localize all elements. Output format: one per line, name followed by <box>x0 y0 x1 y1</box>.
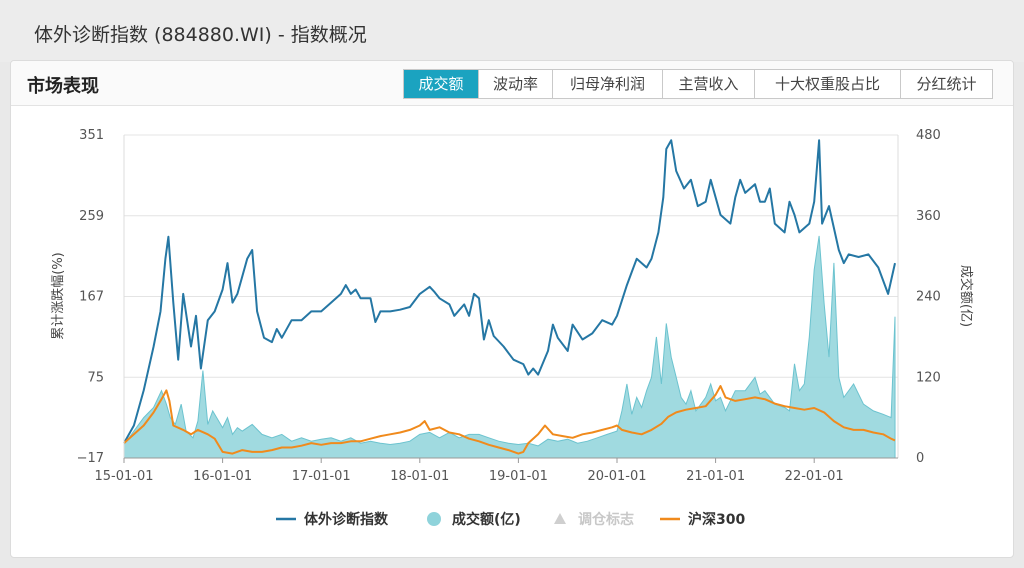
tab-main-revenue[interactable]: 主营收入 <box>662 70 754 98</box>
section-title: 市场表现 <box>27 76 99 97</box>
legend-marker-circle <box>427 512 441 526</box>
legend-label: 沪深300 <box>688 511 745 528</box>
metric-tabs: 成交额 波动率 归母净利润 主营收入 十大权重股占比 分红统计 <box>403 69 993 99</box>
plot-area <box>123 139 896 459</box>
page-header: 体外诊断指数 (884880.WI) - 指数概况 <box>0 0 1024 62</box>
y2-tick-label: 360 <box>916 209 941 224</box>
x-tick-label: 21-01-01 <box>686 469 745 484</box>
x-tick-label: 15-01-01 <box>94 469 153 484</box>
series-line-hs300 <box>123 385 896 455</box>
x-tick-label: 19-01-01 <box>489 469 548 484</box>
legend-marker-triangle <box>554 513 566 524</box>
tab-volatility[interactable]: 波动率 <box>478 70 552 98</box>
tab-top10-weight[interactable]: 十大权重股占比 <box>754 70 900 98</box>
y-tick-label: −17 <box>77 451 104 466</box>
x-tick-label: 20-01-01 <box>587 469 646 484</box>
legend-label: 体外诊断指数 <box>304 511 389 528</box>
legend: 体外诊断指数 成交额(亿) 调仓标志 沪深300 <box>276 511 745 528</box>
x-tick-label: 17-01-01 <box>292 469 351 484</box>
y-axis-label: 累计涨跌幅(%) <box>50 252 66 340</box>
y2-tick-label: 0 <box>916 451 924 466</box>
market-performance-card: 市场表现 成交额 波动率 归母净利润 主营收入 十大权重股占比 分红统计 <box>10 60 1014 558</box>
card-header: 市场表现 成交额 波动率 归母净利润 主营收入 十大权重股占比 分红统计 <box>11 61 1013 106</box>
y2-tick-label: 240 <box>916 290 941 305</box>
legend-label: 调仓标志 <box>578 511 634 528</box>
y-tick-label: 75 <box>87 370 104 385</box>
page-title: 体外诊断指数 (884880.WI) - 指数概况 <box>34 24 367 46</box>
tab-dividend[interactable]: 分红统计 <box>900 70 992 98</box>
x-tick-label: 16-01-01 <box>193 469 252 484</box>
series-line-index <box>123 139 896 444</box>
y-tick-label: 167 <box>79 290 104 305</box>
x-tick-label: 18-01-01 <box>390 469 449 484</box>
x-tick-label: 22-01-01 <box>785 469 844 484</box>
y-tick-label: 351 <box>79 128 104 143</box>
legend-label: 成交额(亿) <box>452 511 521 528</box>
axes: 351 480 259 360 167 240 75 120 −17 0 15-01-01 16-01… <box>77 128 941 484</box>
tab-net-profit[interactable]: 归母净利润 <box>552 70 662 98</box>
y-tick-label: 259 <box>79 209 104 224</box>
tab-volume[interactable]: 成交额 <box>404 70 478 98</box>
y2-tick-label: 120 <box>916 370 941 385</box>
series-area-volume <box>123 235 896 459</box>
y2-axis-label: 成交额(亿) <box>958 265 974 327</box>
y2-tick-label: 480 <box>916 128 941 143</box>
